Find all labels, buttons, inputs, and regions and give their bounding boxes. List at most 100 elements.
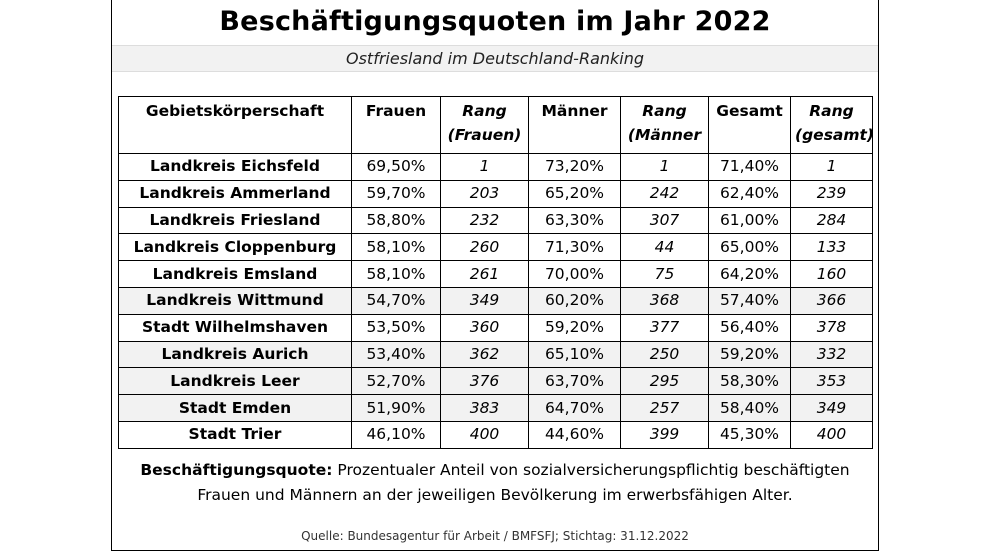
header-maenner: Männer	[528, 96, 621, 154]
table-row: Landkreis Wittmund 54,70% 349 60,20% 368 57,4…	[118, 286, 873, 315]
cell-maenner: 63,30%	[528, 206, 621, 235]
cell-gesamt: 45,30%	[708, 420, 791, 449]
definition-line-2: Frauen und Männern an der jeweiligen Bev…	[197, 486, 793, 504]
cell-rang-gesamt: 366	[790, 286, 873, 315]
cell-rang-maenner: 295	[620, 367, 709, 396]
cell-maenner: 65,10%	[528, 340, 621, 369]
cell-name: Landkreis Eichsfeld	[118, 153, 352, 181]
cell-rang-frauen: 203	[440, 179, 529, 208]
cell-name: Landkreis Cloppenburg	[118, 233, 352, 262]
definition-term: Beschäftigungsquote:	[140, 461, 333, 479]
cell-name: Stadt Trier	[118, 420, 352, 449]
table-row: Landkreis Leer 52,70% 376 63,70% 295 58,30% 35…	[118, 367, 873, 396]
cell-maenner: 59,20%	[528, 313, 621, 342]
cell-rang-frauen: 383	[440, 394, 529, 422]
cell-name: Landkreis Leer	[118, 367, 352, 396]
cell-gesamt: 61,00%	[708, 206, 791, 235]
cell-maenner: 73,20%	[528, 153, 621, 181]
cell-rang-gesamt: 239	[790, 179, 873, 208]
cell-rang-maenner: 307	[620, 206, 709, 235]
table-row: Stadt Wilhelmshaven 53,50% 360 59,20% 377 56,…	[118, 313, 873, 342]
cell-name: Landkreis Emsland	[118, 260, 352, 288]
cell-maenner: 44,60%	[528, 420, 621, 449]
cell-rang-frauen: 400	[440, 420, 529, 449]
header-rang-gesamt: Rang (gesamt)	[790, 96, 873, 154]
cell-name: Landkreis Wittmund	[118, 286, 352, 315]
cell-frauen: 51,90%	[351, 394, 441, 422]
cell-rang-gesamt: 353	[790, 367, 873, 396]
cell-name: Landkreis Ammerland	[118, 179, 352, 208]
cell-rang-gesamt: 400	[790, 420, 873, 449]
table-row: Stadt Trier 46,10% 400 44,60% 399 45,30% 400	[118, 420, 873, 449]
header-rang-frauen: Rang (Frauen)	[440, 96, 529, 154]
cell-rang-maenner: 242	[620, 179, 709, 208]
cell-rang-frauen: 261	[440, 260, 529, 288]
cell-maenner: 63,70%	[528, 367, 621, 396]
table-row: Landkreis Cloppenburg 58,10% 260 71,30% 44 65…	[118, 233, 873, 262]
definition-text: Beschäftigungsquote: Prozentualer Anteil…	[112, 458, 878, 508]
table-row: Landkreis Emsland 58,10% 261 70,00% 75 64,20%…	[118, 260, 873, 288]
cell-rang-gesamt: 378	[790, 313, 873, 342]
table-row: Landkreis Eichsfeld 69,50% 1 73,20% 1 71,40% 1	[118, 153, 873, 181]
cell-rang-maenner: 44	[620, 233, 709, 262]
cell-frauen: 58,10%	[351, 233, 441, 262]
cell-rang-maenner: 257	[620, 394, 709, 422]
cell-rang-frauen: 260	[440, 233, 529, 262]
cell-maenner: 70,00%	[528, 260, 621, 288]
cell-gesamt: 62,40%	[708, 179, 791, 208]
table-row: Landkreis Aurich 53,40% 362 65,10% 250 59,20%…	[118, 340, 873, 369]
cell-gesamt: 56,40%	[708, 313, 791, 342]
cell-frauen: 59,70%	[351, 179, 441, 208]
cell-frauen: 46,10%	[351, 420, 441, 449]
cell-maenner: 64,70%	[528, 394, 621, 422]
table-row: Landkreis Ammerland 59,70% 203 65,20% 242 62,…	[118, 179, 873, 208]
cell-rang-gesamt: 160	[790, 260, 873, 288]
cell-rang-frauen: 1	[440, 153, 529, 181]
cell-maenner: 65,20%	[528, 179, 621, 208]
cell-rang-maenner: 1	[620, 153, 709, 181]
cell-frauen: 52,70%	[351, 367, 441, 396]
cell-rang-maenner: 250	[620, 340, 709, 369]
cell-gesamt: 58,40%	[708, 394, 791, 422]
cell-rang-maenner: 399	[620, 420, 709, 449]
cell-gesamt: 64,20%	[708, 260, 791, 288]
cell-rang-frauen: 349	[440, 286, 529, 315]
cell-rang-gesamt: 1	[790, 153, 873, 181]
cell-name: Stadt Emden	[118, 394, 352, 422]
header-frauen: Frauen	[351, 96, 441, 154]
cell-gesamt: 59,20%	[708, 340, 791, 369]
cell-gesamt: 65,00%	[708, 233, 791, 262]
cell-rang-gesamt: 133	[790, 233, 873, 262]
cell-rang-maenner: 377	[620, 313, 709, 342]
cell-name: Stadt Wilhelmshaven	[118, 313, 352, 342]
infographic-frame: Beschäftigungsquoten im Jahr 2022 Ostfri…	[111, 0, 879, 551]
header-gesamt: Gesamt	[708, 96, 791, 154]
cell-rang-gesamt: 349	[790, 394, 873, 422]
ranking-table: Gebietskörperschaft Frauen Rang (Frauen) …	[118, 96, 873, 449]
page-title: Beschäftigungsquoten im Jahr 2022	[219, 6, 771, 37]
cell-rang-maenner: 368	[620, 286, 709, 315]
header-rang-maenner: Rang (Männer	[620, 96, 709, 154]
cell-maenner: 71,30%	[528, 233, 621, 262]
table-row: Stadt Emden 51,90% 383 64,70% 257 58,40% 349	[118, 394, 873, 422]
cell-rang-frauen: 362	[440, 340, 529, 369]
table-header-row: Gebietskörperschaft Frauen Rang (Frauen) …	[118, 96, 873, 154]
cell-gesamt: 57,40%	[708, 286, 791, 315]
cell-rang-frauen: 360	[440, 313, 529, 342]
cell-name: Landkreis Friesland	[118, 206, 352, 235]
cell-rang-frauen: 376	[440, 367, 529, 396]
cell-gesamt: 71,40%	[708, 153, 791, 181]
cell-rang-maenner: 75	[620, 260, 709, 288]
cell-frauen: 58,80%	[351, 206, 441, 235]
spacer-band	[112, 72, 878, 96]
cell-rang-frauen: 232	[440, 206, 529, 235]
cell-frauen: 53,50%	[351, 313, 441, 342]
cell-frauen: 69,50%	[351, 153, 441, 181]
subtitle: Ostfriesland im Deutschland-Ranking	[112, 45, 878, 72]
cell-rang-gesamt: 332	[790, 340, 873, 369]
header-gebiet: Gebietskörperschaft	[118, 96, 352, 154]
cell-frauen: 53,40%	[351, 340, 441, 369]
cell-frauen: 54,70%	[351, 286, 441, 315]
table-row: Landkreis Friesland 58,80% 232 63,30% 307 61,…	[118, 206, 873, 235]
cell-frauen: 58,10%	[351, 260, 441, 288]
